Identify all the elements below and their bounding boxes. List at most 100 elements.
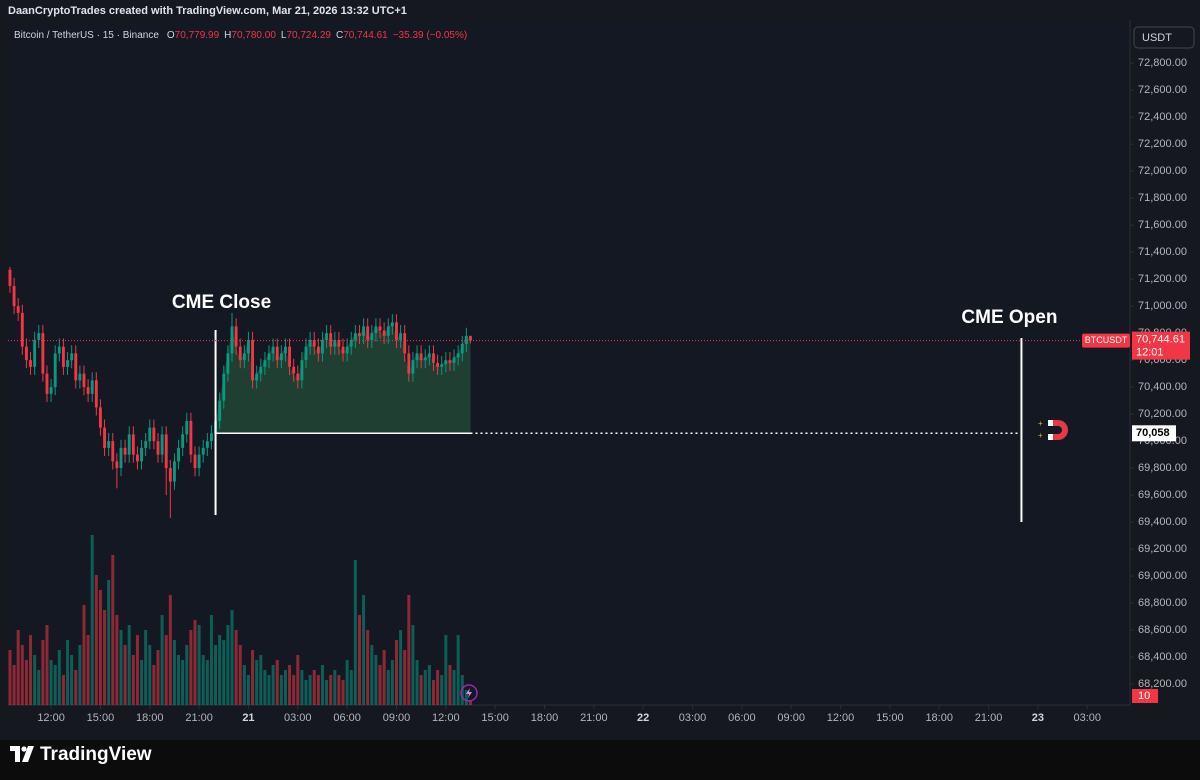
candle-body bbox=[284, 346, 287, 354]
candle-body bbox=[177, 447, 180, 462]
gap-level-tag bbox=[1132, 425, 1176, 442]
candle-body bbox=[94, 380, 98, 408]
lightning-icon[interactable] bbox=[460, 684, 478, 702]
volume-bar bbox=[374, 655, 378, 705]
x-tick-label: 23 bbox=[1032, 712, 1044, 724]
svg-text:+: + bbox=[1038, 431, 1043, 440]
y-tick-label: 69,600.00 bbox=[1138, 489, 1187, 501]
volume-bar bbox=[103, 610, 107, 705]
volume-bar bbox=[45, 625, 49, 705]
magnet-icon: ++ bbox=[1038, 419, 1068, 440]
volume-bar bbox=[152, 665, 156, 705]
candle-body bbox=[16, 306, 20, 313]
y-tick-label: 71,200.00 bbox=[1138, 273, 1187, 285]
candle-body bbox=[152, 427, 156, 442]
volume-bar bbox=[353, 560, 357, 705]
currency-button[interactable] bbox=[1133, 26, 1195, 49]
currency-label: USDT bbox=[1142, 32, 1172, 44]
legend-item: Bitcoin / TetherUS · 15 · Binance bbox=[14, 30, 159, 41]
volume-bar bbox=[468, 700, 472, 705]
volume-bar bbox=[230, 610, 234, 705]
volume-bar bbox=[168, 595, 172, 705]
x-tick-label: 15:00 bbox=[481, 712, 509, 724]
gap-level-label: 70,058 bbox=[1136, 427, 1170, 439]
volume-bar bbox=[242, 665, 246, 705]
candle-body bbox=[49, 387, 53, 394]
x-tick-label: 18:00 bbox=[136, 712, 164, 724]
volume-bar bbox=[251, 650, 255, 705]
legend-item: 70,724.29 bbox=[286, 30, 331, 41]
x-tick-label: 12:00 bbox=[432, 712, 460, 724]
candle-body bbox=[78, 373, 82, 381]
volume-bar bbox=[172, 640, 176, 705]
candle-body bbox=[86, 387, 90, 394]
volume-bar bbox=[300, 670, 304, 705]
volume-bar bbox=[66, 640, 70, 705]
candle-body bbox=[238, 346, 242, 361]
candle-body bbox=[140, 447, 143, 462]
candle-body bbox=[263, 360, 267, 367]
volume-bar bbox=[189, 630, 193, 705]
legend-item: 70,779.99 bbox=[175, 30, 220, 41]
volume-bar bbox=[296, 655, 300, 705]
candle-body bbox=[374, 326, 378, 334]
volume-bar bbox=[90, 535, 94, 705]
legend-item: −35.39 (−0.05%) bbox=[393, 30, 468, 41]
annotation-label: CME Open bbox=[961, 307, 1057, 328]
legend-item: H bbox=[224, 30, 231, 41]
candle-body bbox=[164, 434, 168, 469]
volume-bar bbox=[370, 645, 374, 705]
volume-bar bbox=[238, 645, 242, 705]
x-tick-label: 03:00 bbox=[1073, 712, 1101, 724]
y-tick-label: 68,800.00 bbox=[1138, 597, 1187, 609]
volume-bar bbox=[403, 650, 407, 705]
candle-body bbox=[345, 346, 349, 354]
volume-bar bbox=[399, 630, 403, 705]
volume-bar bbox=[70, 655, 74, 705]
candle-body bbox=[115, 461, 119, 469]
candle-body bbox=[292, 366, 296, 374]
candle-body bbox=[469, 335, 472, 341]
candle-body bbox=[193, 454, 197, 469]
candle-body bbox=[341, 346, 345, 354]
candle-body bbox=[304, 346, 308, 361]
candle-body bbox=[321, 339, 324, 354]
candle-body bbox=[316, 346, 320, 354]
volume-bar bbox=[205, 660, 209, 705]
candle-body bbox=[210, 433, 213, 442]
volume-bar bbox=[292, 675, 296, 705]
volume-bar bbox=[440, 675, 444, 705]
volume-bar bbox=[160, 615, 164, 705]
volume-bar bbox=[456, 635, 460, 705]
candle-body bbox=[111, 441, 115, 462]
volume-bar bbox=[181, 660, 185, 705]
x-tick-label: 15:00 bbox=[87, 712, 115, 724]
candle-body bbox=[255, 373, 259, 381]
candle-body bbox=[366, 326, 370, 340]
volume-bar bbox=[131, 655, 135, 705]
x-tick-label: 18:00 bbox=[925, 712, 953, 724]
candle-body bbox=[185, 420, 189, 435]
y-tick-label: 69,800.00 bbox=[1138, 462, 1187, 474]
volume-bar bbox=[41, 640, 45, 705]
candle-body bbox=[189, 420, 193, 455]
candle-body bbox=[464, 335, 468, 344]
candle-body bbox=[452, 357, 456, 363]
symbol-label: BTCUSDT bbox=[1085, 335, 1128, 345]
volume-bar bbox=[74, 670, 78, 705]
last-price-tag bbox=[1132, 331, 1190, 360]
volume-bar bbox=[119, 630, 123, 705]
volume-bar bbox=[312, 670, 316, 705]
candle-body bbox=[395, 322, 398, 340]
candle-body bbox=[325, 333, 329, 340]
candle-body bbox=[24, 346, 28, 361]
candle-body bbox=[460, 343, 464, 354]
candle-body bbox=[57, 346, 61, 354]
volume-tag bbox=[1132, 689, 1158, 703]
volume-bar bbox=[366, 630, 370, 705]
volume-bar bbox=[345, 660, 349, 705]
y-tick-label: 69,400.00 bbox=[1138, 516, 1187, 528]
legend-item: 70,780.00 bbox=[231, 30, 276, 41]
volume-bar bbox=[337, 675, 341, 705]
volume-bar bbox=[419, 675, 423, 705]
